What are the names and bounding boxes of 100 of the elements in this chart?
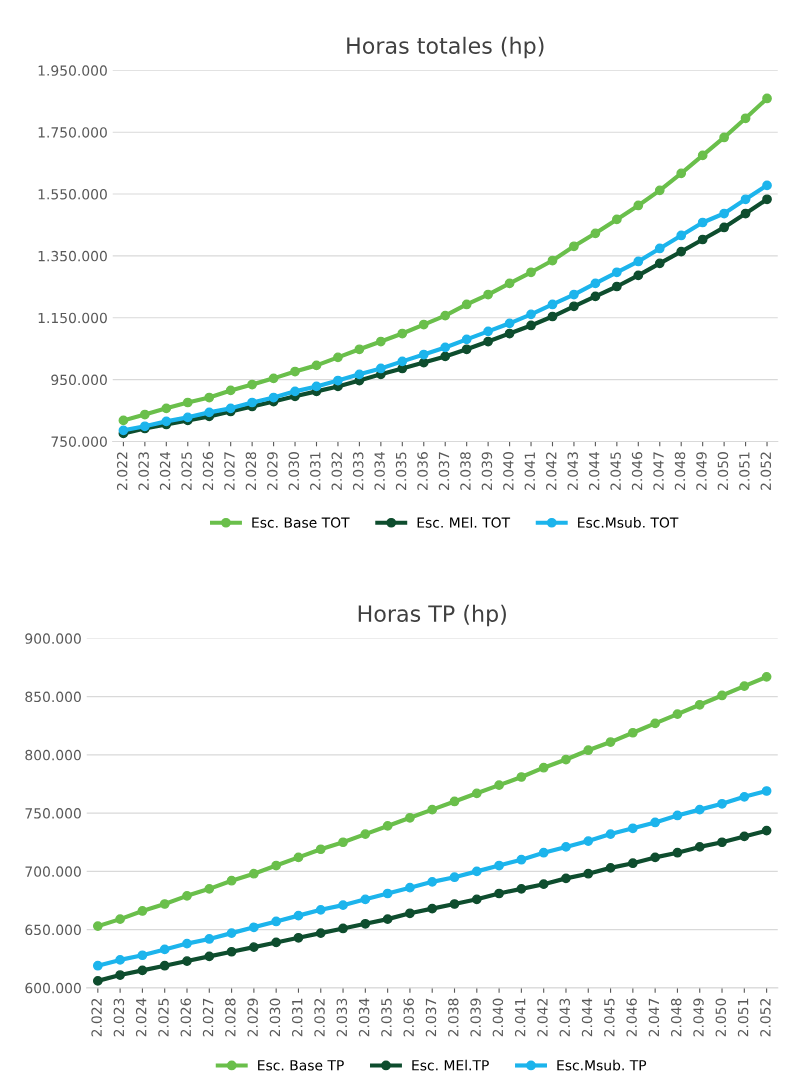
point <box>440 310 451 321</box>
point <box>315 844 326 855</box>
y-tick-label: 1.150.000 <box>38 312 107 324</box>
point <box>405 882 415 893</box>
y-tick-label: 800.000 <box>25 749 81 761</box>
x-tick-label: 2.025 <box>181 452 192 490</box>
point <box>226 928 237 938</box>
point <box>92 921 103 931</box>
point <box>762 93 772 104</box>
point <box>159 960 170 971</box>
y-tick-label: 1.950.000 <box>38 65 107 76</box>
point <box>627 727 638 738</box>
x-tick-label: 2.052 <box>760 452 772 490</box>
point <box>605 737 616 747</box>
point <box>717 690 727 701</box>
x-tick-label: 2.025 <box>158 998 169 1037</box>
point <box>633 256 644 267</box>
point <box>159 899 170 909</box>
point <box>627 823 638 834</box>
point <box>137 965 148 976</box>
point <box>740 113 751 124</box>
point <box>654 185 665 196</box>
y-tick-label: 700.000 <box>25 866 81 877</box>
point <box>226 946 237 957</box>
point <box>137 950 148 961</box>
point <box>672 847 683 858</box>
point <box>494 888 504 899</box>
x-tick-label: 2.033 <box>352 452 364 490</box>
point <box>526 309 536 320</box>
x-tick-label: 2.039 <box>481 452 493 490</box>
point <box>290 366 300 377</box>
point <box>418 357 429 368</box>
point <box>159 944 170 955</box>
point <box>547 311 558 322</box>
x-tick-label: 2.030 <box>269 998 281 1037</box>
point <box>590 228 601 239</box>
point <box>382 888 393 899</box>
point <box>516 854 527 865</box>
point <box>271 937 282 948</box>
x-tick-label: 2.033 <box>336 998 348 1037</box>
x-tick-label: 2.045 <box>610 452 621 490</box>
x-tick-label: 2.040 <box>492 998 504 1037</box>
x-tick-label: 2.048 <box>674 452 686 490</box>
point <box>311 360 322 371</box>
x-tick-label: 2.028 <box>225 998 236 1037</box>
point <box>583 836 594 846</box>
x-tick-label: 2.049 <box>693 998 704 1037</box>
point <box>182 397 193 408</box>
point <box>354 344 365 355</box>
x-tick-label: 2.026 <box>180 998 192 1037</box>
point <box>605 863 616 873</box>
point <box>115 914 125 924</box>
point <box>440 342 451 353</box>
x-tick-label: 2.027 <box>224 452 235 490</box>
x-tick-label: 2.044 <box>581 998 593 1037</box>
x-tick-label: 2.024 <box>159 451 171 490</box>
point <box>449 872 460 883</box>
x-tick-label: 2.036 <box>417 452 428 490</box>
point <box>590 278 601 289</box>
point <box>561 754 571 765</box>
point <box>694 842 705 852</box>
y-tick-label: 1.350.000 <box>38 250 107 262</box>
point <box>717 798 727 809</box>
x-tick-label: 2.032 <box>314 998 325 1037</box>
point <box>461 334 472 345</box>
point <box>271 916 282 927</box>
x-tick-label: 2.036 <box>403 998 414 1037</box>
point <box>761 786 772 796</box>
x-tick-label: 2.022 <box>91 998 102 1037</box>
point <box>583 868 594 879</box>
point <box>333 352 343 363</box>
point <box>483 326 493 337</box>
point <box>92 976 103 986</box>
point <box>461 299 472 310</box>
point <box>354 369 365 380</box>
point <box>405 812 415 823</box>
point <box>569 289 579 300</box>
chart-title: Horas totales (hp) <box>347 36 544 59</box>
point <box>440 351 451 362</box>
point <box>672 709 683 719</box>
point <box>290 386 300 397</box>
point <box>483 289 493 300</box>
point <box>333 375 343 386</box>
point <box>762 180 772 191</box>
point <box>182 890 192 901</box>
point <box>719 222 729 233</box>
point <box>740 194 751 205</box>
point <box>382 914 393 924</box>
point <box>461 344 472 355</box>
point <box>315 904 326 915</box>
point <box>526 267 536 278</box>
x-tick-label: 2.046 <box>631 452 643 490</box>
point <box>697 150 708 161</box>
x-tick-label: 2.026 <box>202 452 214 490</box>
point <box>762 194 772 205</box>
x-tick-label: 2.029 <box>247 998 258 1037</box>
x-tick-label: 2.023 <box>138 452 149 490</box>
point <box>449 796 460 807</box>
point <box>526 320 536 331</box>
point <box>650 718 661 729</box>
